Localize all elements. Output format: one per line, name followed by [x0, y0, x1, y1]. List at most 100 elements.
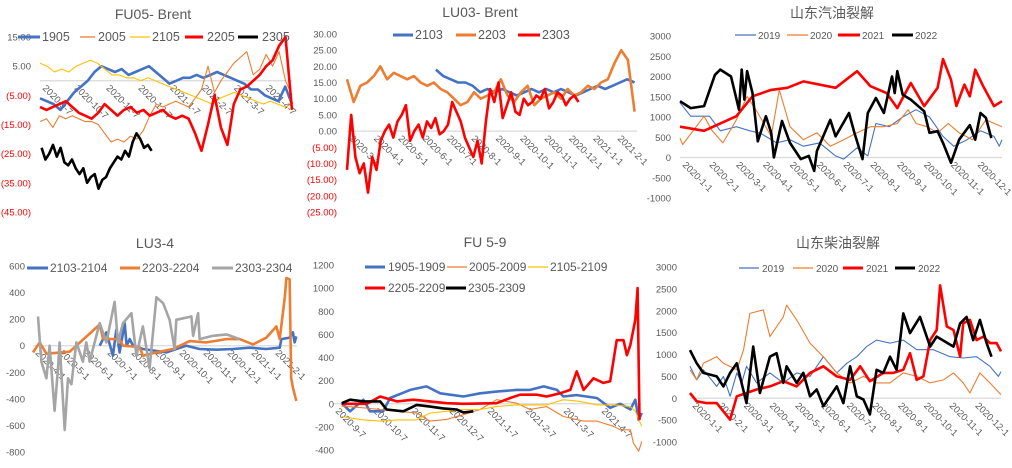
legend-label: 2105-2109 — [550, 260, 608, 274]
y-tick-label: (20.00) — [307, 191, 337, 202]
y-tick-label: 1000 — [650, 113, 671, 124]
y-tick-label: (25.00) — [1, 149, 31, 160]
series-line-2305 — [40, 132, 153, 190]
y-tick-label: -400 — [315, 446, 334, 457]
legend-label: 2205-2209 — [388, 281, 446, 295]
y-tick-label: 3000 — [650, 32, 671, 43]
legend-label: 2305 — [262, 30, 290, 44]
legend-label: 2203 — [478, 28, 506, 42]
series-line-2021 — [679, 57, 1003, 133]
y-tick-label: -1000 — [653, 438, 677, 449]
y-tick-label: (45.00) — [1, 208, 31, 219]
legend-label: 2303-2304 — [235, 261, 293, 275]
y-tick-label: (10.00) — [307, 159, 337, 170]
y-tick-label: 200 — [318, 376, 334, 387]
legend-label: 2022 — [918, 264, 941, 275]
series-line-1905 — [39, 64, 294, 112]
series-line-2020 — [679, 89, 1003, 147]
legend-label: 2103-2104 — [50, 261, 108, 275]
x-tick-label: 2021-1-7 — [485, 406, 520, 441]
x-tick-label: 2021-4-7 — [263, 83, 298, 118]
y-tick-label: -400 — [6, 394, 25, 405]
y-tick-label: 0 — [672, 394, 677, 405]
y-tick-label: 15.00 — [313, 78, 337, 89]
y-tick-label: (5.00) — [312, 143, 337, 154]
y-tick-label: 5.00 — [319, 110, 338, 121]
series-line-2205 — [39, 35, 294, 153]
legend-label: 2019 — [758, 31, 781, 42]
series-line-2303-2304 — [36, 295, 241, 432]
series-line-2103-2104 — [98, 321, 298, 358]
y-tick-label: 25.00 — [313, 46, 337, 57]
y-tick-label: 400 — [9, 288, 25, 299]
y-tick-label: -500 — [658, 416, 677, 427]
y-tick-label: (5.00) — [6, 91, 31, 102]
legend-label: 2005-2009 — [469, 260, 527, 274]
legend-label: 2103 — [415, 28, 443, 42]
y-tick-label: 5.00 — [13, 62, 32, 73]
chart-title: FU05- Brent — [115, 6, 191, 22]
x-tick-label: 2021-2-7 — [523, 406, 558, 441]
chart-2: 山东汽油裂解 3000 2500 2000 1500 1000 500 0 -500 -1000 2… — [647, 5, 1012, 205]
legend-label: 2021 — [862, 31, 885, 42]
legend-label: 2005 — [98, 30, 126, 44]
legend-label: 2022 — [915, 31, 938, 42]
chart-0: FU05- Brent15.005.00(5.00)(15.00)(25.00)… — [1, 6, 298, 219]
chart-title: 山东柴油裂解 — [796, 235, 880, 251]
y-tick-label: 1500 — [656, 328, 677, 339]
series-line-2103 — [435, 68, 636, 97]
y-tick-label: (15.00) — [1, 120, 31, 131]
series-line-2105 — [39, 59, 293, 108]
y-tick-label: -800 — [6, 448, 25, 459]
y-tick-label: 1000 — [656, 350, 677, 361]
y-tick-label: (25.00) — [307, 208, 337, 219]
y-tick-label: 600 — [318, 330, 334, 341]
chart-3: LU3-46004002000-200-400-600-8002020-4-12… — [6, 235, 308, 459]
y-tick-label: 1200 — [313, 261, 334, 272]
y-tick-label: 0 — [20, 341, 25, 352]
y-tick-label: 10.00 — [313, 94, 337, 105]
y-tick-label: -200 — [315, 422, 334, 433]
legend-label: 2019 — [762, 264, 785, 275]
y-tick-label: 0 — [329, 399, 334, 410]
x-tick-label: 2021-3-7 — [561, 406, 596, 441]
legend-label: 2020 — [816, 264, 839, 275]
legend-label: 2205 — [207, 30, 235, 44]
series-line-2305-2309 — [341, 398, 474, 414]
y-tick-label: (15.00) — [307, 175, 337, 186]
y-tick-label: 20.00 — [313, 62, 337, 73]
legend-label: 2203-2204 — [142, 261, 200, 275]
series-line-2205-2209 — [341, 286, 641, 420]
series-line-2005 — [39, 51, 293, 143]
chart-1: LU03- Brent 30.00 25.00 20.00 15.00 10.00 5.00… — [307, 4, 650, 219]
series-line-1905-1909 — [340, 385, 643, 422]
y-tick-label: 0 — [666, 153, 671, 164]
legend-label: 2020 — [810, 31, 833, 42]
chart-4: FU 5-9120010008006004002000-200-4002020-… — [313, 234, 643, 457]
series-line-2020 — [689, 304, 1002, 396]
y-tick-label: 600 — [9, 262, 25, 273]
series-line-2022 — [679, 68, 993, 173]
legend-label: 2105 — [152, 30, 180, 44]
legend-label: 2303 — [542, 28, 570, 42]
series-line-2303 — [345, 81, 580, 194]
y-tick-label: 0.00 — [319, 127, 338, 138]
legend-label: 2305-2309 — [468, 281, 526, 295]
chart-title: FU 5-9 — [464, 234, 507, 250]
y-tick-label: (35.00) — [1, 178, 31, 189]
chart-title: 山东汽油裂解 — [790, 5, 874, 21]
legend-label: 1905 — [42, 30, 70, 44]
series-line-2203 — [345, 48, 636, 112]
series-line-2005-2009 — [341, 399, 643, 452]
x-tick-label: 2020-11-7 — [104, 83, 142, 121]
legend-label: 1905-1909 — [388, 260, 446, 274]
y-tick-label: -200 — [6, 368, 25, 379]
y-tick-label: 500 — [655, 133, 671, 144]
legend-label: 2021 — [866, 264, 889, 275]
chart-title: LU3-4 — [136, 235, 174, 251]
y-tick-label: 400 — [318, 353, 334, 364]
y-tick-label: 200 — [9, 315, 25, 326]
series-line-2019 — [679, 102, 1003, 160]
y-tick-label: 2000 — [650, 72, 671, 83]
